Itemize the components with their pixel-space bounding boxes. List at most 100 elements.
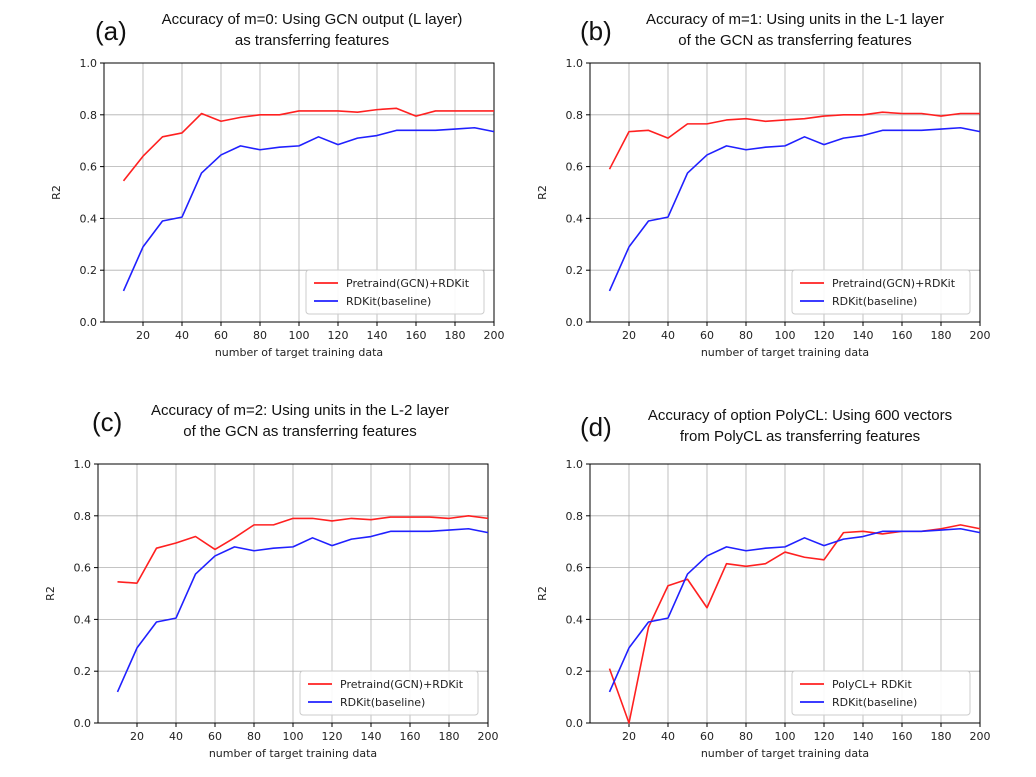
legend-label: PolyCL+ RDKit xyxy=(832,678,912,691)
x-tick-label: 200 xyxy=(484,329,505,342)
series-line-baseline xyxy=(122,126,495,292)
series-line-transfer xyxy=(608,111,980,170)
series-line-baseline xyxy=(608,126,981,292)
x-tick-label: 40 xyxy=(175,329,189,342)
x-tick-label: 180 xyxy=(931,730,952,743)
y-tick-label: 0.6 xyxy=(80,161,98,174)
chart-title-line: Accuracy of m=0: Using GCN output (L lay… xyxy=(162,11,463,28)
x-tick-label: 40 xyxy=(661,730,675,743)
x-tick-label: 180 xyxy=(931,329,952,342)
y-tick-label: 0.8 xyxy=(566,109,584,122)
chart-title-line: of the GCN as transferring features xyxy=(183,423,416,440)
x-tick-label: 60 xyxy=(700,730,714,743)
y-tick-label: 0.0 xyxy=(74,717,92,730)
y-tick-label: 0.2 xyxy=(566,665,584,678)
x-tick-label: 160 xyxy=(892,730,913,743)
y-tick-label: 1.0 xyxy=(80,57,98,70)
panel-c: 20 40 60 80 100 120 140 160 180 200 0.0 0.2 0.4 0.6 0.… xyxy=(44,402,499,760)
panel-a: 20 40 60 80 100 120 140 160 180 200 0.0 0.2 0.4 0.6 0.… xyxy=(50,11,505,359)
y-tick-label: 0.0 xyxy=(566,316,584,329)
x-tick-label: 80 xyxy=(739,329,753,342)
x-tick-label: 80 xyxy=(739,730,753,743)
y-tick-label: 0.8 xyxy=(566,510,584,523)
x-tick-label: 140 xyxy=(367,329,388,342)
x-tick-label: 200 xyxy=(970,730,991,743)
x-tick-label: 100 xyxy=(775,329,796,342)
legend-label: RDKit(baseline) xyxy=(832,696,917,709)
legend-label: RDKit(baseline) xyxy=(340,696,425,709)
x-axis-label: number of target training data xyxy=(215,346,383,359)
y-tick-label: 0.2 xyxy=(566,264,584,277)
x-tick-label: 140 xyxy=(853,730,874,743)
y-tick-label: 0.4 xyxy=(74,613,92,626)
x-tick-label: 80 xyxy=(247,730,261,743)
legend-label: RDKit(baseline) xyxy=(346,295,431,308)
legend-label: RDKit(baseline) xyxy=(832,295,917,308)
chart-title-line: Accuracy of m=2: Using units in the L-2 … xyxy=(151,402,449,419)
x-tick-label: 120 xyxy=(322,730,343,743)
x-tick-label: 60 xyxy=(214,329,228,342)
series-line-transfer xyxy=(117,514,489,584)
x-tick-label: 20 xyxy=(136,329,150,342)
x-axis-label: number of target training data xyxy=(701,346,869,359)
y-tick-label: 0.6 xyxy=(74,562,92,575)
legend-box xyxy=(791,269,971,315)
panel-label: (a) xyxy=(95,16,127,46)
x-tick-label: 180 xyxy=(445,329,466,342)
x-tick-label: 120 xyxy=(814,730,835,743)
x-tick-label: 160 xyxy=(400,730,421,743)
x-tick-label: 120 xyxy=(814,329,835,342)
panel-b: 20 40 60 80 100 120 140 160 180 200 0.0 0.2 0.4 0.6 0.… xyxy=(536,11,991,359)
x-tick-label: 200 xyxy=(970,329,991,342)
x-tick-label: 40 xyxy=(661,329,675,342)
y-axis-label: R2 xyxy=(50,185,63,200)
x-tick-label: 180 xyxy=(439,730,460,743)
x-tick-label: 60 xyxy=(700,329,714,342)
x-tick-label: 100 xyxy=(775,730,796,743)
x-tick-label: 160 xyxy=(406,329,427,342)
y-tick-label: 0.4 xyxy=(566,212,584,225)
legend-label: Pretraind(GCN)+RDKit xyxy=(832,277,956,290)
y-tick-label: 0.0 xyxy=(566,717,584,730)
x-axis-label: number of target training data xyxy=(701,747,869,760)
chart-title-line: Accuracy of option PolyCL: Using 600 vec… xyxy=(648,407,952,424)
y-axis-label: R2 xyxy=(44,586,57,601)
y-tick-label: 0.6 xyxy=(566,562,584,575)
legend-label: Pretraind(GCN)+RDKit xyxy=(346,277,470,290)
x-tick-label: 40 xyxy=(169,730,183,743)
y-tick-label: 0.8 xyxy=(74,510,92,523)
y-tick-label: 1.0 xyxy=(566,458,584,471)
chart-title-line: as transferring features xyxy=(235,32,389,49)
panel-label: (c) xyxy=(92,407,122,437)
chart-title-line: Accuracy of m=1: Using units in the L-1 … xyxy=(646,11,944,28)
x-tick-label: 140 xyxy=(361,730,382,743)
series-line-baseline xyxy=(116,527,489,693)
x-tick-label: 100 xyxy=(289,329,310,342)
x-tick-label: 120 xyxy=(328,329,349,342)
x-tick-label: 60 xyxy=(208,730,222,743)
chart-title-line: from PolyCL as transferring features xyxy=(680,428,920,445)
x-tick-label: 160 xyxy=(892,329,913,342)
panel-label: (b) xyxy=(580,16,612,46)
y-tick-label: 0.2 xyxy=(80,264,98,277)
x-tick-label: 20 xyxy=(622,730,636,743)
y-tick-label: 0.8 xyxy=(80,109,98,122)
y-tick-label: 0.4 xyxy=(566,613,584,626)
x-tick-label: 20 xyxy=(622,329,636,342)
legend-label: Pretraind(GCN)+RDKit xyxy=(340,678,464,691)
x-tick-label: 100 xyxy=(283,730,304,743)
legend-box xyxy=(305,269,485,315)
chart-title-line: of the GCN as transferring features xyxy=(678,32,911,49)
panel-label: (d) xyxy=(580,412,612,442)
series-line-baseline xyxy=(608,527,981,693)
y-tick-label: 1.0 xyxy=(566,57,584,70)
y-tick-label: 0.6 xyxy=(566,161,584,174)
x-tick-label: 200 xyxy=(478,730,499,743)
y-tick-label: 1.0 xyxy=(74,458,92,471)
y-axis-label: R2 xyxy=(536,586,549,601)
legend-box xyxy=(299,670,479,716)
x-axis-label: number of target training data xyxy=(209,747,377,760)
x-tick-label: 140 xyxy=(853,329,874,342)
x-tick-label: 20 xyxy=(130,730,144,743)
panel-d: 20 40 60 80 100 120 140 160 180 200 0.0 0.2 0.4 0.6 0.… xyxy=(536,407,991,760)
